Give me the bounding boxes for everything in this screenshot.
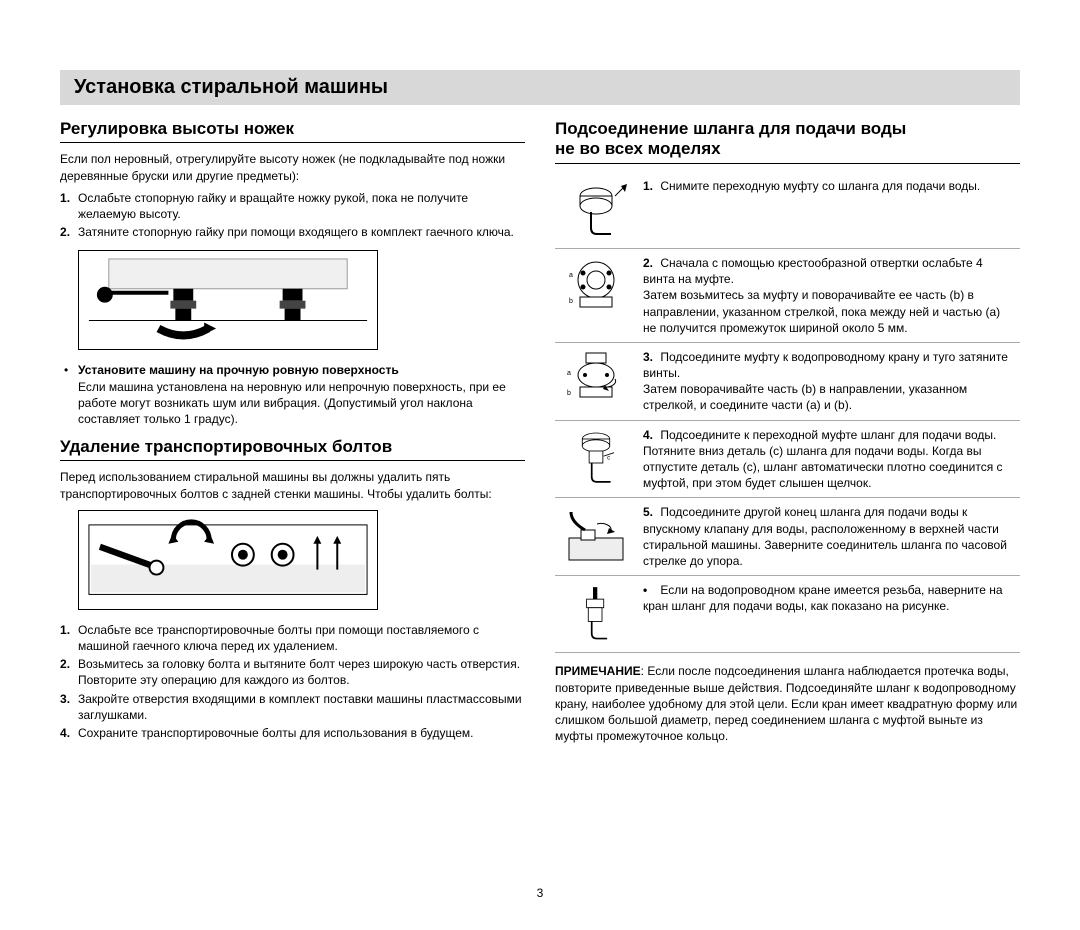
- hose-icon: [561, 582, 631, 642]
- svg-text:a: a: [567, 370, 571, 377]
- note-paragraph: ПРИМЕЧАНИЕ: Если после подсоединения шла…: [555, 663, 1020, 744]
- step-num: 3.: [643, 349, 657, 365]
- section-heading-hose: Подсоединение шланга для подачи воды не …: [555, 119, 1020, 164]
- leveling-note-bold: Установите машину на прочную ровную пове…: [78, 363, 399, 377]
- bolts-step: Ослабьте все транспортировочные болты пр…: [60, 622, 525, 654]
- page-title-bar: Установка стиральной машины: [60, 70, 1020, 105]
- bolts-step: Закройте отверстия входящими в комплект …: [60, 691, 525, 723]
- step-text: Подсоедините другой конец шланга для под…: [643, 505, 1007, 568]
- leveling-note: Установите машину на прочную ровную пове…: [60, 362, 525, 427]
- table-row: 1. Снимите переходную муфту со шланга дл…: [555, 172, 1020, 249]
- step-text: Подсоедините муфту к водопроводному кран…: [643, 350, 1008, 413]
- note-label: ПРИМЕЧАНИЕ: [555, 664, 641, 678]
- hose-icon: [561, 178, 631, 238]
- hose-heading-line2: не во всех моделях: [555, 139, 721, 158]
- leveling-note-body: Если машина установлена на неровную или …: [78, 380, 506, 426]
- svg-text:b: b: [569, 298, 573, 305]
- two-column-layout: Регулировка высоты ножек Если пол неровн…: [60, 119, 1020, 751]
- svg-text:b: b: [567, 390, 571, 397]
- hose-icon: a b: [561, 255, 631, 315]
- step-text: Снимите переходную муфту со шланга для п…: [660, 179, 980, 193]
- page-title: Установка стиральной машины: [74, 76, 388, 98]
- leveling-intro: Если пол неровный, отрегулируйте высоту …: [60, 151, 525, 183]
- leveling-steps: Ослабьте стопорную гайку и вращайте ножк…: [60, 190, 525, 241]
- step-icon-cell: c: [555, 420, 637, 498]
- step-icon-cell: [555, 576, 637, 653]
- hose-heading-line1: Подсоединение шланга для подачи воды: [555, 119, 906, 138]
- step-text-cell: 1. Снимите переходную муфту со шланга дл…: [637, 172, 1020, 249]
- step-text: Сначала с помощью крестообразной отвертк…: [643, 256, 1000, 335]
- svg-text:a: a: [569, 272, 573, 279]
- bolts-step: Возьмитесь за головку болта и вытяните б…: [60, 656, 525, 688]
- hose-icon: a b: [561, 349, 631, 409]
- step-text: Подсоедините к переходной муфте шланг дл…: [643, 428, 1003, 491]
- table-row: a b 3. Подсоедините муфту к водопроводно…: [555, 342, 1020, 420]
- hose-icon: [561, 504, 631, 564]
- table-row: 5. Подсоедините другой конец шланга для …: [555, 498, 1020, 576]
- step-num: •: [643, 582, 657, 598]
- bolts-illustration: [79, 510, 377, 609]
- figure-shipping-bolts: [78, 510, 378, 610]
- step-text-cell: 4. Подсоедините к переходной муфте шланг…: [637, 420, 1020, 498]
- step-text-cell: 5. Подсоедините другой конец шланга для …: [637, 498, 1020, 576]
- figure-leveling-feet: [78, 250, 378, 350]
- step-text-cell: 2. Сначала с помощью крестообразной отве…: [637, 248, 1020, 342]
- step-num: 4.: [643, 427, 657, 443]
- bolts-steps: Ослабьте все транспортировочные болты пр…: [60, 622, 525, 741]
- left-column: Регулировка высоты ножек Если пол неровн…: [60, 119, 525, 751]
- hose-icon: c: [561, 427, 631, 487]
- section-heading-bolts: Удаление транспортировочных болтов: [60, 437, 525, 461]
- step-num: 1.: [643, 178, 657, 194]
- page-number: 3: [0, 886, 1080, 900]
- step-num: 5.: [643, 504, 657, 520]
- leveling-step: Затяните стопорную гайку при помощи вход…: [60, 224, 525, 240]
- svg-text:c: c: [607, 455, 610, 461]
- step-icon-cell: [555, 498, 637, 576]
- table-row: • Если на водопроводном кране имеется ре…: [555, 576, 1020, 653]
- step-num: 2.: [643, 255, 657, 271]
- table-row: c 4. Подсоедините к переходной муфте шла…: [555, 420, 1020, 498]
- step-icon-cell: [555, 172, 637, 249]
- table-row: a b 2. Сначала с помощью крестообразной …: [555, 248, 1020, 342]
- step-icon-cell: a b: [555, 342, 637, 420]
- step-text-cell: • Если на водопроводном кране имеется ре…: [637, 576, 1020, 653]
- step-icon-cell: a b: [555, 248, 637, 342]
- bolts-step: Сохраните транспортировочные болты для и…: [60, 725, 525, 741]
- leveling-note-list: Установите машину на прочную ровную пове…: [60, 362, 525, 427]
- hose-steps-table: 1. Снимите переходную муфту со шланга дл…: [555, 172, 1020, 654]
- section-heading-leveling: Регулировка высоты ножек: [60, 119, 525, 143]
- leveling-step: Ослабьте стопорную гайку и вращайте ножк…: [60, 190, 525, 222]
- bolts-intro: Перед использованием стиральной машины в…: [60, 469, 525, 501]
- right-column: Подсоединение шланга для подачи воды не …: [555, 119, 1020, 751]
- step-text-cell: 3. Подсоедините муфту к водопроводному к…: [637, 342, 1020, 420]
- step-text: Если на водопроводном кране имеется резь…: [643, 583, 1003, 613]
- leveling-illustration: [79, 251, 377, 350]
